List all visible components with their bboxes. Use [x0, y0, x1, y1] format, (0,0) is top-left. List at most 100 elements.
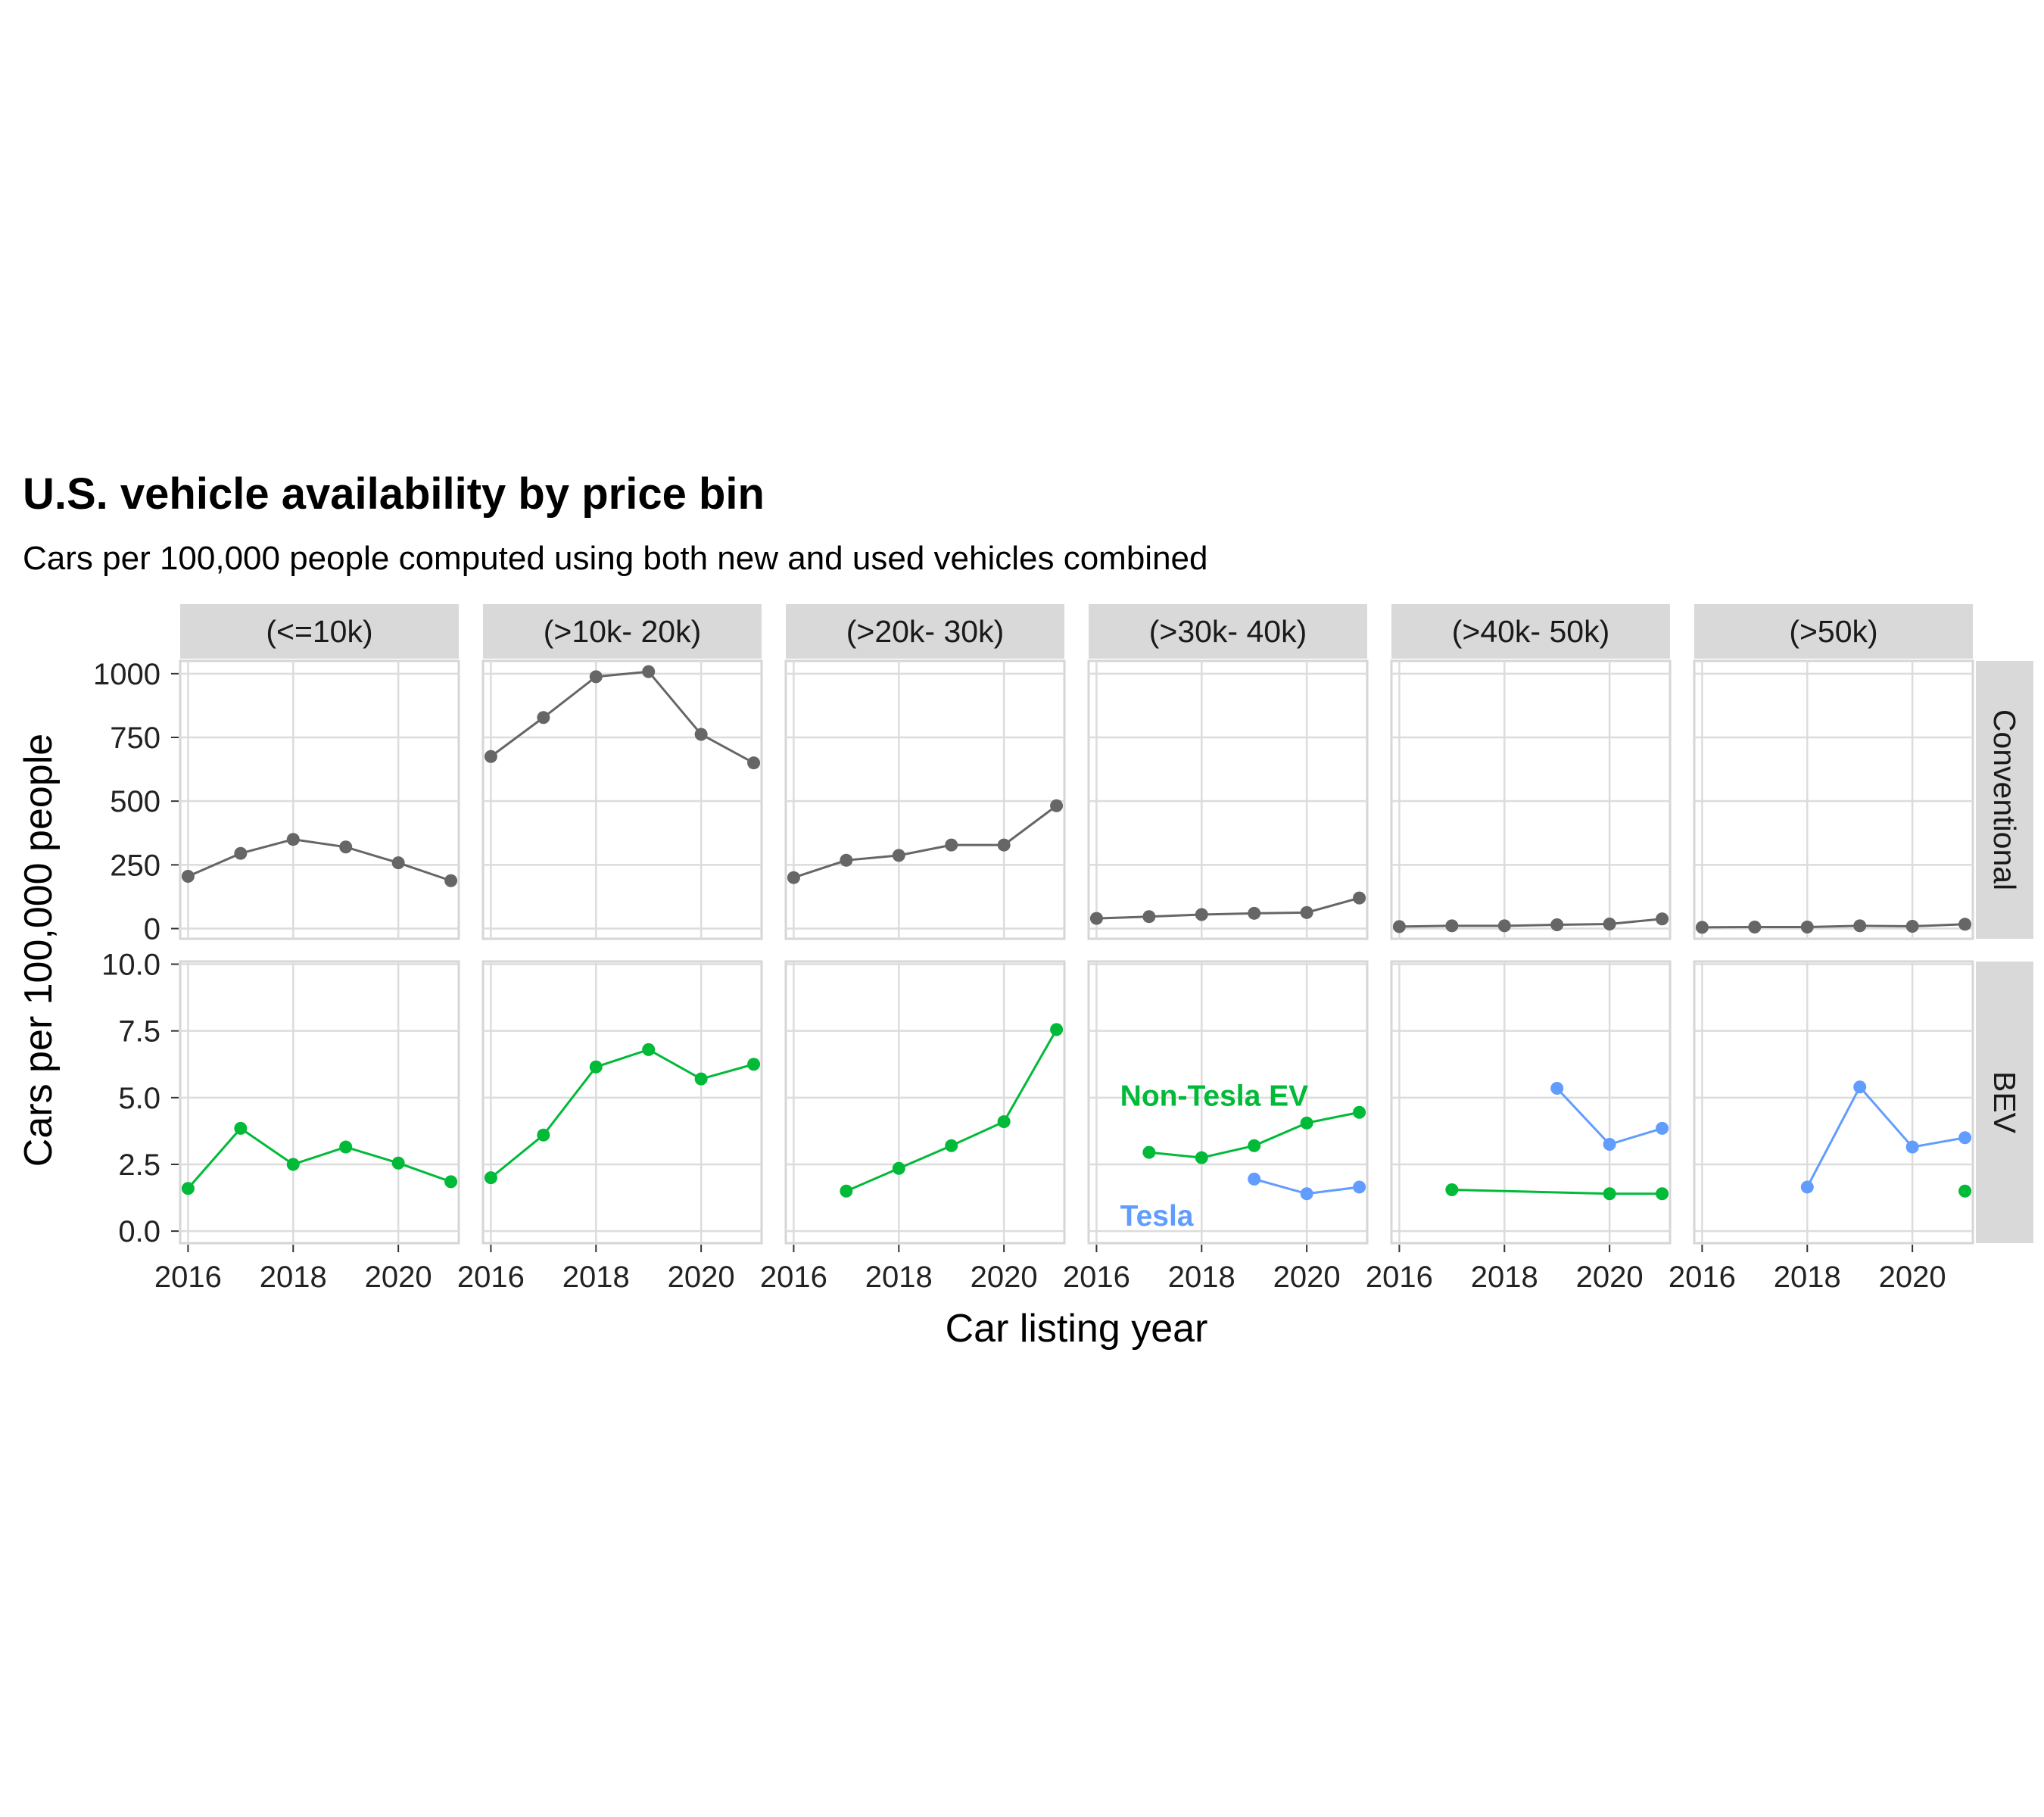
x-tick-label: 2020	[1576, 1261, 1644, 1294]
x-tick-label: 2018	[1168, 1261, 1235, 1294]
series-line	[1702, 923, 1965, 929]
x-axis-title: Car listing year	[946, 1307, 1208, 1351]
x-tick-label: 2020	[1273, 1261, 1341, 1294]
data-point	[1142, 1145, 1156, 1159]
data-point	[484, 750, 497, 763]
data-point	[286, 1158, 300, 1171]
x-tick-label: 2016	[760, 1261, 827, 1294]
x-tick-label: 2016	[154, 1261, 222, 1294]
data-point	[1603, 1138, 1616, 1152]
data-point	[747, 1058, 761, 1071]
data-point	[1656, 912, 1669, 926]
facet-strip-label: (>30k- 40k)	[1149, 614, 1307, 649]
data-point	[694, 1072, 708, 1086]
data-point	[1353, 1105, 1366, 1119]
series-line	[490, 670, 755, 764]
facet-strip-label: (>40k- 50k)	[1452, 614, 1610, 649]
series-line	[1806, 1085, 1965, 1188]
x-tick-label: 2016	[457, 1261, 525, 1294]
panel-border	[784, 659, 1066, 940]
x-tick-label: 2018	[1774, 1261, 1841, 1294]
data-point	[1853, 919, 1867, 933]
facet-strip-10k-20k	[483, 604, 762, 659]
data-point	[1248, 1139, 1261, 1152]
panel-conventional-50k	[1693, 659, 1974, 940]
x-tick-label: 2018	[562, 1261, 630, 1294]
data-point	[286, 833, 300, 846]
data-point	[747, 756, 761, 770]
y-tick-label: 0.0	[118, 1215, 160, 1248]
y-tick-label: 250	[110, 849, 160, 882]
data-point	[945, 1139, 958, 1152]
data-point	[589, 670, 603, 684]
data-point	[1550, 1081, 1564, 1095]
data-point	[1300, 1187, 1313, 1201]
data-point	[234, 846, 248, 860]
annotation-label: Non-Tesla EV	[1120, 1080, 1309, 1112]
data-point	[1603, 917, 1616, 930]
data-point	[1353, 1180, 1366, 1194]
data-point	[642, 1043, 656, 1056]
data-point	[1248, 1172, 1261, 1186]
panel-bev-50k	[1693, 960, 1974, 1245]
facet-strip-30k-40k	[1089, 604, 1367, 659]
panel-border	[481, 960, 763, 1245]
data-point	[694, 728, 708, 741]
data-point	[1800, 921, 1814, 934]
y-axis-title: Cars per 100,000 people	[17, 734, 61, 1167]
facet-strip-label: (>20k- 30k)	[846, 614, 1005, 649]
data-point	[1853, 1080, 1867, 1094]
data-point	[1958, 1131, 1972, 1145]
panel-border	[1087, 960, 1369, 1245]
panel-bev-20k-30k	[784, 960, 1066, 1245]
data-point	[1392, 920, 1406, 933]
data-point	[892, 849, 905, 862]
panel-border	[784, 960, 1066, 1245]
data-point	[1958, 1184, 1972, 1198]
data-point	[589, 1060, 603, 1074]
panel-border	[1693, 659, 1974, 940]
series-line	[1096, 896, 1360, 920]
data-point	[1300, 905, 1313, 919]
data-point	[181, 870, 195, 884]
data-point	[1050, 799, 1064, 812]
facet-strip-label: (<=10k)	[266, 614, 372, 649]
panel-border	[481, 659, 763, 940]
x-tick-label: 2020	[365, 1261, 432, 1294]
panel-conventional-10k	[179, 659, 460, 940]
x-tick-label: 2020	[971, 1261, 1038, 1294]
data-point	[997, 1115, 1011, 1129]
x-tick-label: 2016	[1366, 1261, 1433, 1294]
data-point	[1445, 919, 1459, 933]
panel-bev-40k-50k	[1390, 960, 1672, 1245]
data-point	[339, 840, 353, 854]
chart-subtitle: Cars per 100,000 people computed using b…	[23, 540, 1207, 577]
series-line	[490, 1048, 754, 1179]
series-line	[1399, 918, 1662, 928]
data-point	[642, 665, 656, 678]
data-point	[391, 1156, 405, 1170]
x-tick-label: 2018	[865, 1261, 933, 1294]
y-tick-label: 10.0	[101, 949, 160, 982]
data-point	[181, 1182, 195, 1195]
facet-strip-10k	[180, 604, 459, 659]
y-tick-label: 7.5	[118, 1015, 160, 1049]
x-tick-label: 2020	[1879, 1261, 1946, 1294]
panel-bev-10k-20k	[481, 960, 763, 1245]
y-tick-label: 750	[110, 722, 160, 755]
data-point	[840, 853, 853, 867]
panel-border	[1390, 659, 1672, 940]
data-point	[1248, 906, 1261, 920]
facet-strip-40k-50k	[1391, 604, 1670, 659]
data-point	[1603, 1187, 1616, 1201]
data-point	[1195, 908, 1208, 921]
facet-strip-label: (>50k)	[1789, 614, 1877, 649]
x-tick-label: 2016	[1669, 1261, 1736, 1294]
panel-border	[1390, 960, 1672, 1245]
panel-border	[1087, 659, 1369, 940]
data-point	[1497, 919, 1511, 933]
x-tick-label: 2018	[260, 1261, 327, 1294]
data-point	[1195, 1151, 1208, 1164]
series-line	[187, 838, 452, 882]
data-point	[1800, 1180, 1814, 1194]
